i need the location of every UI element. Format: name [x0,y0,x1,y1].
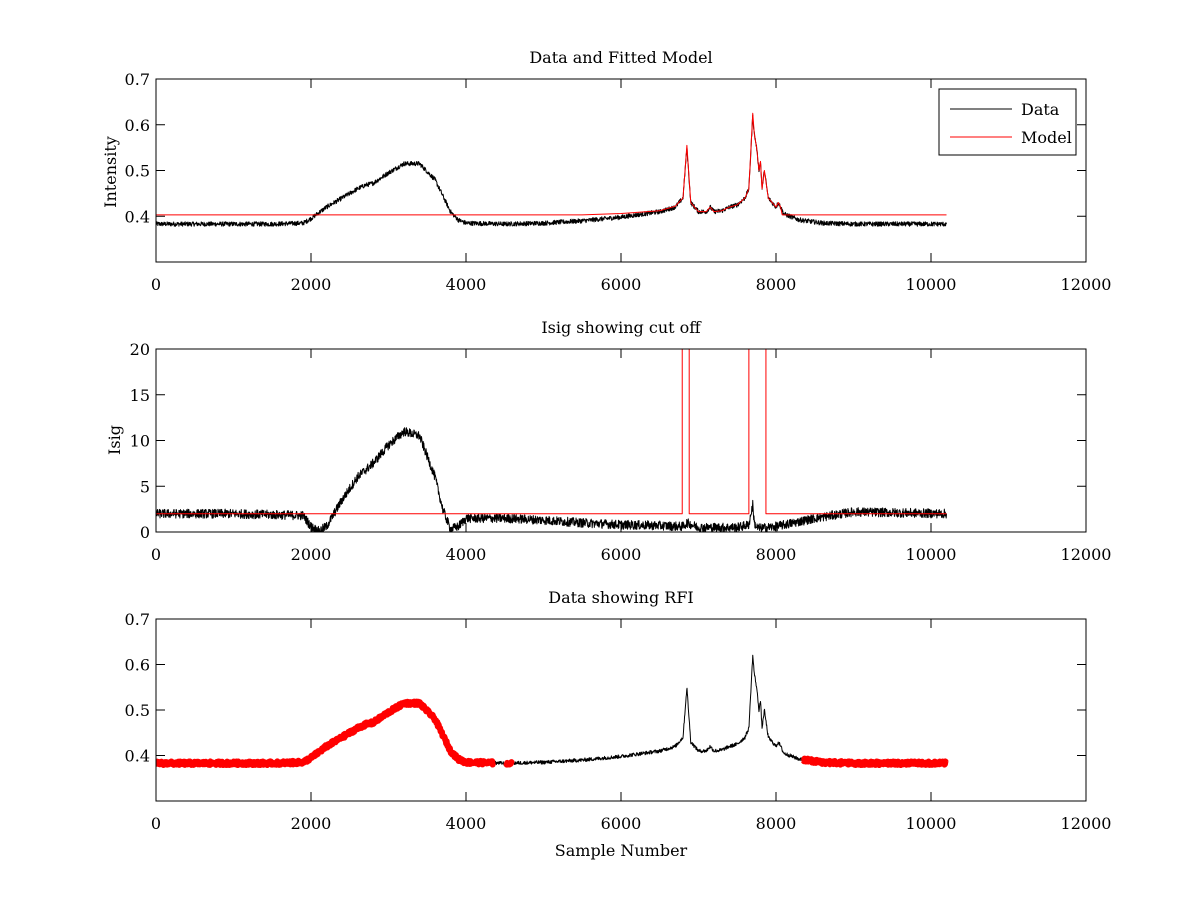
plot-area [156,349,947,532]
y-tick-label: 0.5 [125,701,150,720]
y-tick-label: 0.4 [125,747,150,766]
y-tick-label: 0.5 [125,162,150,181]
series-line-data [156,114,947,227]
x-tick-label: 6000 [601,814,642,833]
panel-data-and-fitted-model: Data and Fitted Model Intensity 0 2000 400… [101,48,1111,294]
axes-frame [155,78,1087,263]
x-tick-label: 8000 [756,275,797,294]
legend-label-model: Model [1021,128,1072,147]
x-tick-label: 4000 [446,275,487,294]
x-tick-label: 2000 [291,275,332,294]
panel-data-showing-rfi: Data showing RFI Sample Number 0 2000 4000… [125,588,1112,860]
legend: Data Model [938,88,1077,156]
y-axis-label: Isig [105,425,124,455]
legend-box [938,88,1077,156]
x-tick-label: 0 [151,275,161,294]
axes-frame [155,618,1087,802]
y-tick-label: 15 [130,386,150,405]
series-line-1 [156,698,949,769]
x-tick-label: 12000 [1061,545,1112,564]
y-axis-label: Intensity [101,136,120,208]
plot-area [156,112,947,227]
chart-title: Data showing RFI [548,588,693,607]
y-tick-label: 0.7 [125,610,150,629]
axes-frame [155,348,1087,533]
x-tick-label: 2000 [291,814,332,833]
x-tick-label: 2000 [291,545,332,564]
y-tick-label: 0.6 [125,656,150,675]
y-tick-label: 0.7 [125,70,150,89]
series-line-model [156,112,947,216]
y-tick-label: 0.4 [125,207,150,226]
y-tick-label: 10 [130,432,150,451]
y-tick-label: 0.6 [125,116,150,135]
x-tick-label: 8000 [756,545,797,564]
legend-label-data: Data [1021,100,1060,119]
series-line-0 [156,427,947,532]
x-axis-label: Sample Number [555,841,688,860]
ticks-layer: 0 2000 4000 6000 8000 10000 12000 0 5 10 15 20 [130,340,1112,564]
x-tick-label: 0 [151,814,161,833]
x-tick-label: 0 [151,545,161,564]
plot-area [156,654,949,769]
x-tick-label: 10000 [906,545,957,564]
x-tick-label: 6000 [601,545,642,564]
y-tick-label: 20 [130,340,150,359]
x-tick-label: 4000 [446,814,487,833]
panel-isig-showing-cut-off: Isig showing cut off Isig 0 2000 4000 6000 8… [105,318,1111,564]
data-layer [156,349,947,532]
x-tick-label: 12000 [1061,275,1112,294]
data-layer [156,112,947,227]
x-tick-label: 8000 [756,814,797,833]
x-tick-label: 12000 [1061,814,1112,833]
x-tick-label: 4000 [446,545,487,564]
x-tick-label: 10000 [906,814,957,833]
y-tick-label: 5 [140,477,150,496]
x-tick-label: 10000 [906,275,957,294]
series-line-1 [156,349,947,515]
ticks-layer: 0 2000 4000 6000 8000 10000 12000 0.4 0.5 0.6 0.7 [125,70,1112,294]
chart-title: Isig showing cut off [541,318,702,337]
chart-title: Data and Fitted Model [529,48,712,67]
y-tick-label: 0 [140,523,150,542]
data-layer [156,654,949,769]
x-tick-label: 6000 [601,275,642,294]
